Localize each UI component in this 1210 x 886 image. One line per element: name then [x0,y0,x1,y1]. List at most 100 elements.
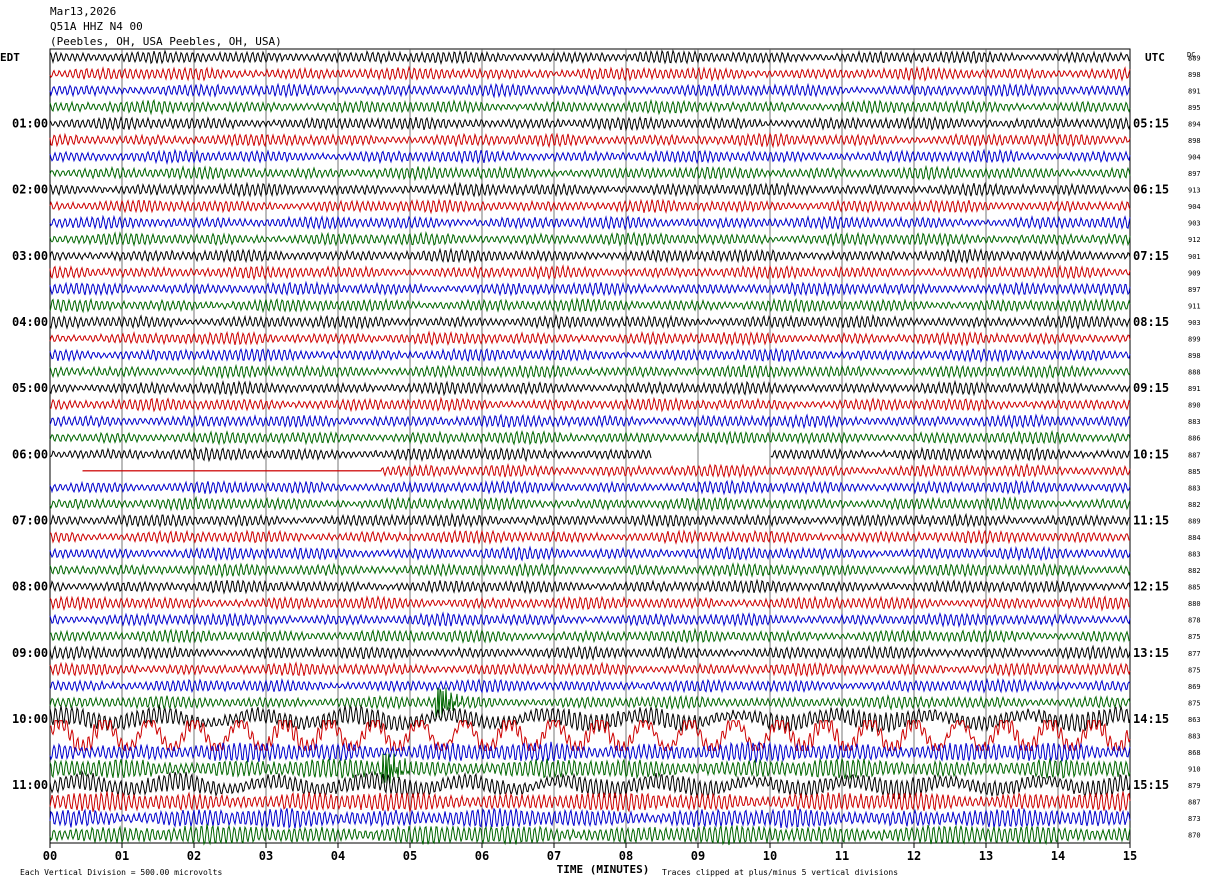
dc-value: 875 [1188,699,1201,707]
trace-row [49,704,1131,733]
trace-row [49,611,1131,628]
edt-hour-label: 06:00 [12,447,48,461]
x-axis-title: TIME (MINUTES) [557,863,650,876]
x-tick-label: 00 [43,849,57,863]
dc-value: 882 [1188,501,1201,509]
edt-hour-label: 07:00 [12,513,48,527]
edt-hour-label: 10:00 [12,712,48,726]
dc-value: 873 [1188,815,1201,823]
trace-row [49,413,1131,430]
trace-row [49,824,1131,846]
x-tick-label: 10 [763,849,777,863]
trace-row [49,512,1131,528]
trace-row [49,198,1131,215]
trace-row [49,164,1131,182]
trace-row [49,148,1131,165]
edt-hour-label: 03:00 [12,249,48,263]
header-station: Q51A HHZ N4 00 [50,20,143,33]
dc-value: 901 [1188,253,1201,261]
trace-row [49,791,1131,813]
utc-axis-label: UTC [1145,51,1165,64]
trace-row [49,49,1131,66]
utc-hour-label: 13:15 [1133,646,1169,660]
dc-value: 898 [1188,137,1201,145]
utc-hour-label: 14:15 [1133,712,1169,726]
x-tick-label: 13 [979,849,993,863]
dc-value: 883 [1188,551,1201,559]
dc-value: 897 [1188,286,1201,294]
trace-row [49,769,1131,800]
trace-row [49,115,1131,132]
dc-value: 903 [1188,220,1201,228]
utc-hour-label: 07:15 [1133,249,1169,263]
dc-value: 912 [1188,236,1201,244]
x-tick-label: 04 [331,849,345,863]
trace-row [49,578,1131,595]
trace-row [49,330,1131,347]
x-tick-label: 06 [475,849,489,863]
edt-axis-label: EDT [0,51,20,64]
dc-value: 870 [1188,832,1201,840]
trace-row [49,132,1131,149]
dc-value: 878 [1188,617,1201,625]
dc-value: 868 [1188,749,1201,757]
trace-row [49,280,1131,297]
trace-row [49,677,1131,694]
dc-value: 891 [1188,385,1201,393]
trace-row [49,529,1130,545]
trace-row [49,740,1131,763]
dc-value: 883 [1188,418,1201,426]
header-location: (Peebles, OH, USA Peebles, OH, USA) [50,35,282,48]
trace-row [49,98,1131,116]
x-tick-label: 15 [1123,849,1137,863]
utc-hour-label: 15:15 [1133,778,1169,792]
dc-value: 904 [1188,154,1201,162]
trace-row [49,297,1131,314]
dc-value: 899 [1188,335,1201,343]
trace-row [49,347,1131,363]
dc-value: 898 [1188,352,1201,360]
x-tick-label: 12 [907,849,921,863]
clip-note: Traces clipped at plus/minus 5 vertical … [662,868,898,877]
trace-row [49,495,1131,512]
edt-hour-label: 11:00 [12,778,48,792]
dc-value: 885 [1188,468,1201,476]
x-tick-label: 11 [835,849,849,863]
dc-value: 887 [1188,799,1201,807]
trace-row [49,446,1131,463]
x-tick-label: 03 [259,849,273,863]
edt-hour-label: 02:00 [12,183,48,197]
trace-row [49,313,1131,330]
x-tick-label: 08 [619,849,633,863]
dc-value: 883 [1188,732,1201,740]
edt-hour-label: 08:00 [12,580,48,594]
trace-row [49,595,1131,612]
scale-note: Each Vertical Division = 500.00 microvol… [20,868,222,877]
trace-row [49,363,1131,380]
trace-row [49,644,1131,661]
dc-value: 877 [1188,650,1201,658]
dc-value: 889 [1188,54,1201,62]
trace-row [49,65,1131,82]
x-tick-label: 05 [403,849,417,863]
x-tick-label: 09 [691,849,705,863]
trace-row [49,379,1131,397]
dc-value: 891 [1188,87,1201,95]
plot-frame [49,48,1131,844]
dc-value: 911 [1188,302,1201,310]
dc-value: 869 [1188,683,1201,691]
utc-hour-label: 05:15 [1133,116,1169,130]
edt-hour-label: 01:00 [12,116,48,130]
x-tick-label: 02 [187,849,201,863]
utc-hour-label: 06:15 [1133,183,1169,197]
dc-value: 888 [1188,369,1201,377]
edt-hour-label: 09:00 [12,646,48,660]
dc-value: 884 [1188,534,1201,542]
dc-value: 875 [1188,666,1201,674]
trace-row [49,479,1131,496]
x-tick-label: 14 [1051,849,1065,863]
utc-hour-label: 10:15 [1133,447,1169,461]
utc-hour-label: 09:15 [1133,381,1169,395]
dc-value: 880 [1188,600,1201,608]
